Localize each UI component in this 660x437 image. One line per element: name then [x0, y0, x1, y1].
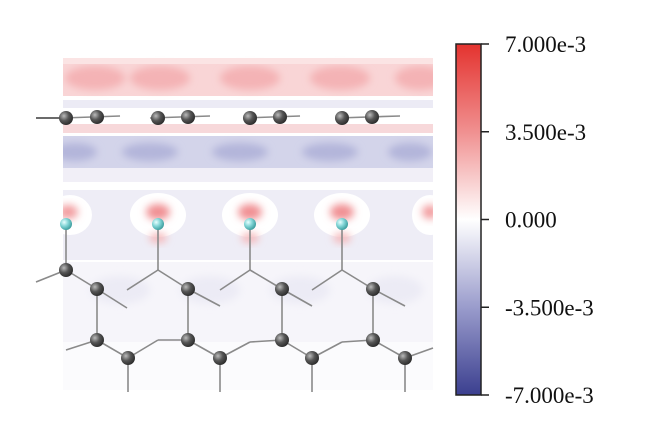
hydrogen-atom: [336, 218, 348, 230]
carbon-atom: [121, 351, 135, 365]
colorbar-tick-label: 0.000: [505, 208, 557, 233]
colorbar-tick-label: -3.500e-3: [505, 295, 594, 320]
carbon-atom: [335, 111, 349, 125]
colorbar-tick-label: -7.000e-3: [505, 383, 594, 408]
carbon-atom: [213, 351, 227, 365]
hydrogen-atom: [152, 218, 164, 230]
carbon-atom: [90, 110, 104, 124]
carbon-atom: [275, 282, 289, 296]
carbon-atom: [90, 282, 104, 296]
carbon-atom: [366, 282, 380, 296]
carbon-atom: [181, 282, 195, 296]
carbon-atom: [59, 111, 73, 125]
lattice-bond: [219, 269, 251, 291]
carbon-atom: [59, 263, 73, 277]
carbon-atom: [151, 111, 165, 125]
colorbar-ticks: 7.000e-3 3.500e-3 0.000 -3.500e-3 -7.000e-3: [481, 32, 594, 408]
hydrogen-atom: [60, 218, 72, 230]
carbon-atom: [243, 111, 257, 125]
carbon-atom: [181, 110, 195, 124]
positive-density-lobes-top: [65, 66, 433, 90]
colorbar-tick-label: 3.500e-3: [505, 120, 586, 145]
carbon-atom: [365, 110, 379, 124]
hydrogen-charge-lobes: [63, 193, 433, 243]
hydrogen-atom: [244, 218, 256, 230]
carbon-atom: [273, 110, 287, 124]
negative-density-lobes: [63, 143, 432, 161]
carbon-atom: [181, 333, 195, 347]
carbon-atom: [398, 351, 412, 365]
lattice-bond: [311, 269, 343, 291]
carbon-atom: [275, 333, 289, 347]
lattice-bond: [126, 269, 159, 291]
carbon-atom: [305, 351, 319, 365]
carbon-atom: [366, 333, 380, 347]
atoms: [59, 110, 412, 365]
colorbar-gradient: [455, 43, 482, 396]
colorbar: 7.000e-3 3.500e-3 0.000 -3.500e-3 -7.000e-3: [455, 32, 594, 408]
carbon-atom: [90, 333, 104, 347]
colorbar-tick-label: 7.000e-3: [505, 32, 586, 57]
